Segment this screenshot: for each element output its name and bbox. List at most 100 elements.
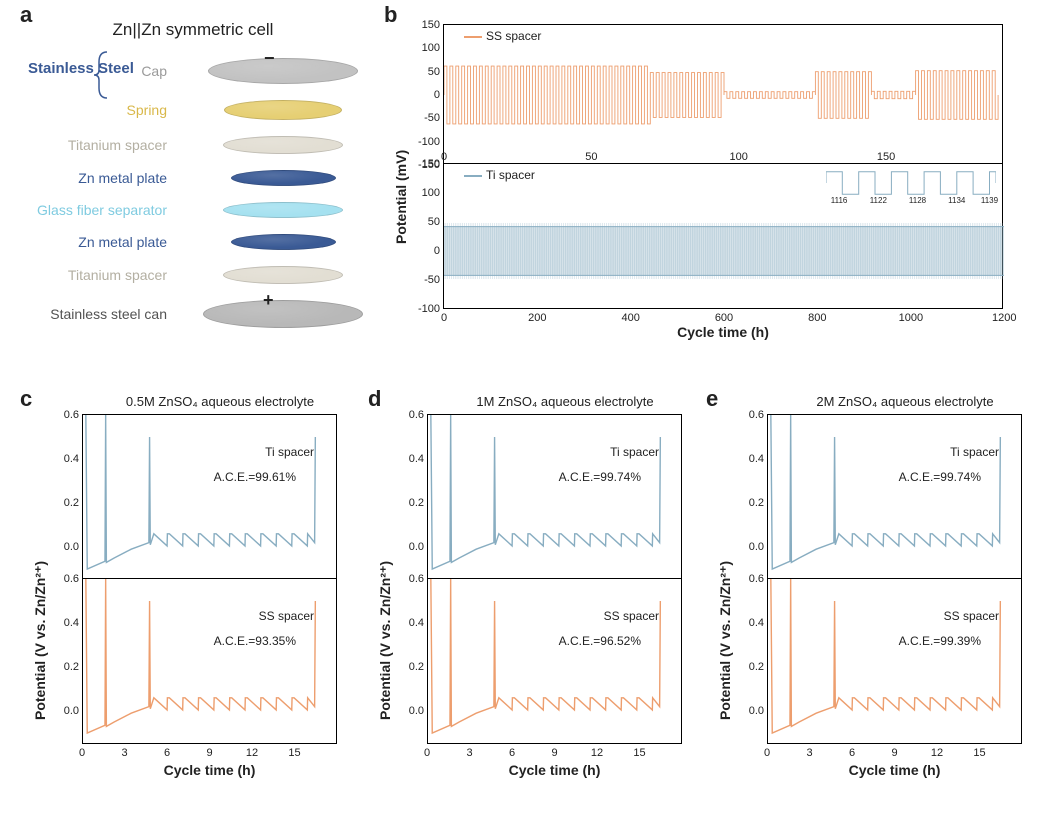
cde-ylabel: Potential (V vs. Zn/Zn²⁺) bbox=[717, 561, 734, 720]
bracket-icon bbox=[93, 50, 111, 100]
ytick-label: 0.0 bbox=[738, 541, 764, 553]
inset-xtick: 1116 bbox=[829, 196, 849, 205]
layer-label: Spring bbox=[28, 102, 173, 118]
ytick-label: 0.4 bbox=[738, 453, 764, 465]
layer-label: Titanium spacer bbox=[28, 267, 173, 283]
layer-label: Titanium spacer bbox=[28, 137, 173, 153]
plus-terminal: + bbox=[263, 290, 274, 311]
ytick-label: 100 bbox=[410, 187, 440, 199]
cell-layer: Titanium spacer bbox=[28, 128, 358, 162]
layer-disc bbox=[203, 300, 363, 328]
legend-ss-spacer: SS spacer bbox=[464, 29, 541, 43]
ytick-label: 0.6 bbox=[738, 573, 764, 585]
xtick-label: 3 bbox=[462, 747, 478, 759]
cde-trace-ss bbox=[768, 579, 1023, 744]
ytick-label: 0.2 bbox=[398, 661, 424, 673]
spacer-label-ti: Ti spacer bbox=[265, 445, 314, 459]
legend-ti-spacer: Ti spacer bbox=[464, 168, 535, 182]
ytick-label: 0.6 bbox=[738, 409, 764, 421]
ytick-label: 150 bbox=[410, 158, 440, 170]
layer-label: Glass fiber separator bbox=[28, 202, 173, 218]
xtick-label: 150 bbox=[874, 151, 898, 163]
panel-b-top-trace bbox=[444, 25, 1004, 165]
panel-d: 1M ZnSO₄ aqueous electrolytePotential (V… bbox=[365, 390, 695, 830]
cde-xlabel: Cycle time (h) bbox=[767, 762, 1022, 778]
cde-trace-ss bbox=[83, 579, 338, 744]
cell-layer: Zn metal plate bbox=[28, 162, 358, 194]
ytick-label: 0.6 bbox=[398, 409, 424, 421]
inset-xtick: 1139 bbox=[979, 196, 999, 205]
ytick-label: 0.6 bbox=[53, 573, 79, 585]
cell-layer: Titanium spacer bbox=[28, 258, 358, 292]
legend-ti: Ti spacer bbox=[486, 168, 535, 182]
layer-disc bbox=[223, 202, 343, 218]
panel-c: 0.5M ZnSO₄ aqueous electrolytePotential … bbox=[20, 390, 350, 830]
cde-xlabel: Cycle time (h) bbox=[82, 762, 337, 778]
ytick-label: 0 bbox=[410, 89, 440, 101]
panel-b-bot-plot: 020040060080010001200-100-50050100150Ti … bbox=[443, 164, 1003, 309]
xtick-label: 15 bbox=[287, 747, 303, 759]
stainless-steel-bracket-label: Stainless Steel bbox=[28, 60, 134, 77]
xtick-label: 1000 bbox=[899, 312, 923, 324]
xtick-label: 0 bbox=[759, 747, 775, 759]
layer-disc bbox=[223, 136, 343, 154]
xtick-label: 6 bbox=[159, 747, 175, 759]
spacer-label-ss: SS spacer bbox=[259, 609, 314, 623]
xtick-label: 600 bbox=[712, 312, 736, 324]
cde-trace-ti bbox=[428, 415, 683, 580]
ytick-label: 0.0 bbox=[398, 541, 424, 553]
cde-xlabel: Cycle time (h) bbox=[427, 762, 682, 778]
xtick-label: 1200 bbox=[992, 312, 1016, 324]
cde-ylabel: Potential (V vs. Zn/Zn²⁺) bbox=[32, 561, 49, 720]
xtick-label: 100 bbox=[727, 151, 751, 163]
ytick-label: 0.4 bbox=[398, 453, 424, 465]
panel-b: Potential (mV) 050100150-150-100-5005010… bbox=[385, 14, 1025, 344]
ytick-label: 0.0 bbox=[398, 705, 424, 717]
xtick-label: 3 bbox=[802, 747, 818, 759]
ytick-label: 0.0 bbox=[53, 541, 79, 553]
xtick-label: 9 bbox=[202, 747, 218, 759]
xtick-label: 15 bbox=[632, 747, 648, 759]
spacer-label-ti: Ti spacer bbox=[950, 445, 999, 459]
xtick-label: 0 bbox=[74, 747, 90, 759]
spacer-label-ss: SS spacer bbox=[604, 609, 659, 623]
ytick-label: 100 bbox=[410, 42, 440, 54]
ytick-label: 0.2 bbox=[738, 497, 764, 509]
xtick-label: 12 bbox=[589, 747, 605, 759]
xtick-label: 6 bbox=[504, 747, 520, 759]
cde-title: 2M ZnSO₄ aqueous electrolyte bbox=[775, 394, 1035, 409]
ace-label-ti: A.C.E.=99.61% bbox=[214, 470, 296, 484]
xtick-label: 6 bbox=[844, 747, 860, 759]
layer-disc bbox=[224, 100, 342, 120]
cde-subplot-ss: 0.00.20.40.6SS spacerA.C.E.=96.52% bbox=[427, 579, 682, 744]
ytick-label: 50 bbox=[410, 216, 440, 228]
inset-xtick: 1128 bbox=[908, 196, 928, 205]
ytick-label: 0.2 bbox=[53, 661, 79, 673]
ytick-label: 0 bbox=[410, 245, 440, 257]
ytick-label: 0.2 bbox=[53, 497, 79, 509]
xtick-label: 15 bbox=[972, 747, 988, 759]
xtick-label: 9 bbox=[887, 747, 903, 759]
panel-e: 2M ZnSO₄ aqueous electrolyte Potential (V… bbox=[705, 390, 1035, 830]
cde-title: 1M ZnSO₄ aqueous electrolyte bbox=[435, 394, 695, 409]
ytick-label: 0.4 bbox=[53, 617, 79, 629]
layer-label: Zn metal plate bbox=[28, 170, 173, 186]
ytick-label: 0.4 bbox=[738, 617, 764, 629]
layer-label: Stainless steel can bbox=[28, 306, 173, 322]
xtick-label: 12 bbox=[244, 747, 260, 759]
xtick-label: 3 bbox=[117, 747, 133, 759]
panel-b-inset: 11161122112811341139 bbox=[826, 168, 996, 204]
cde-trace-ti bbox=[768, 415, 1023, 580]
xtick-label: 12 bbox=[929, 747, 945, 759]
ytick-label: 150 bbox=[410, 19, 440, 31]
spacer-label-ss: SS spacer bbox=[944, 609, 999, 623]
inset-xtick: 1122 bbox=[868, 196, 888, 205]
layer-disc bbox=[231, 170, 336, 186]
xtick-label: 200 bbox=[525, 312, 549, 324]
cde-trace-ss bbox=[428, 579, 683, 744]
xtick-label: 9 bbox=[547, 747, 563, 759]
panel-a: Zn||Zn symmetric cell CapSpringTitanium … bbox=[28, 10, 358, 350]
ytick-label: -50 bbox=[410, 274, 440, 286]
layer-disc bbox=[231, 234, 336, 250]
cde-subplot-ti: 0.00.20.40.6Ti spacerA.C.E.=99.74% bbox=[767, 414, 1022, 579]
